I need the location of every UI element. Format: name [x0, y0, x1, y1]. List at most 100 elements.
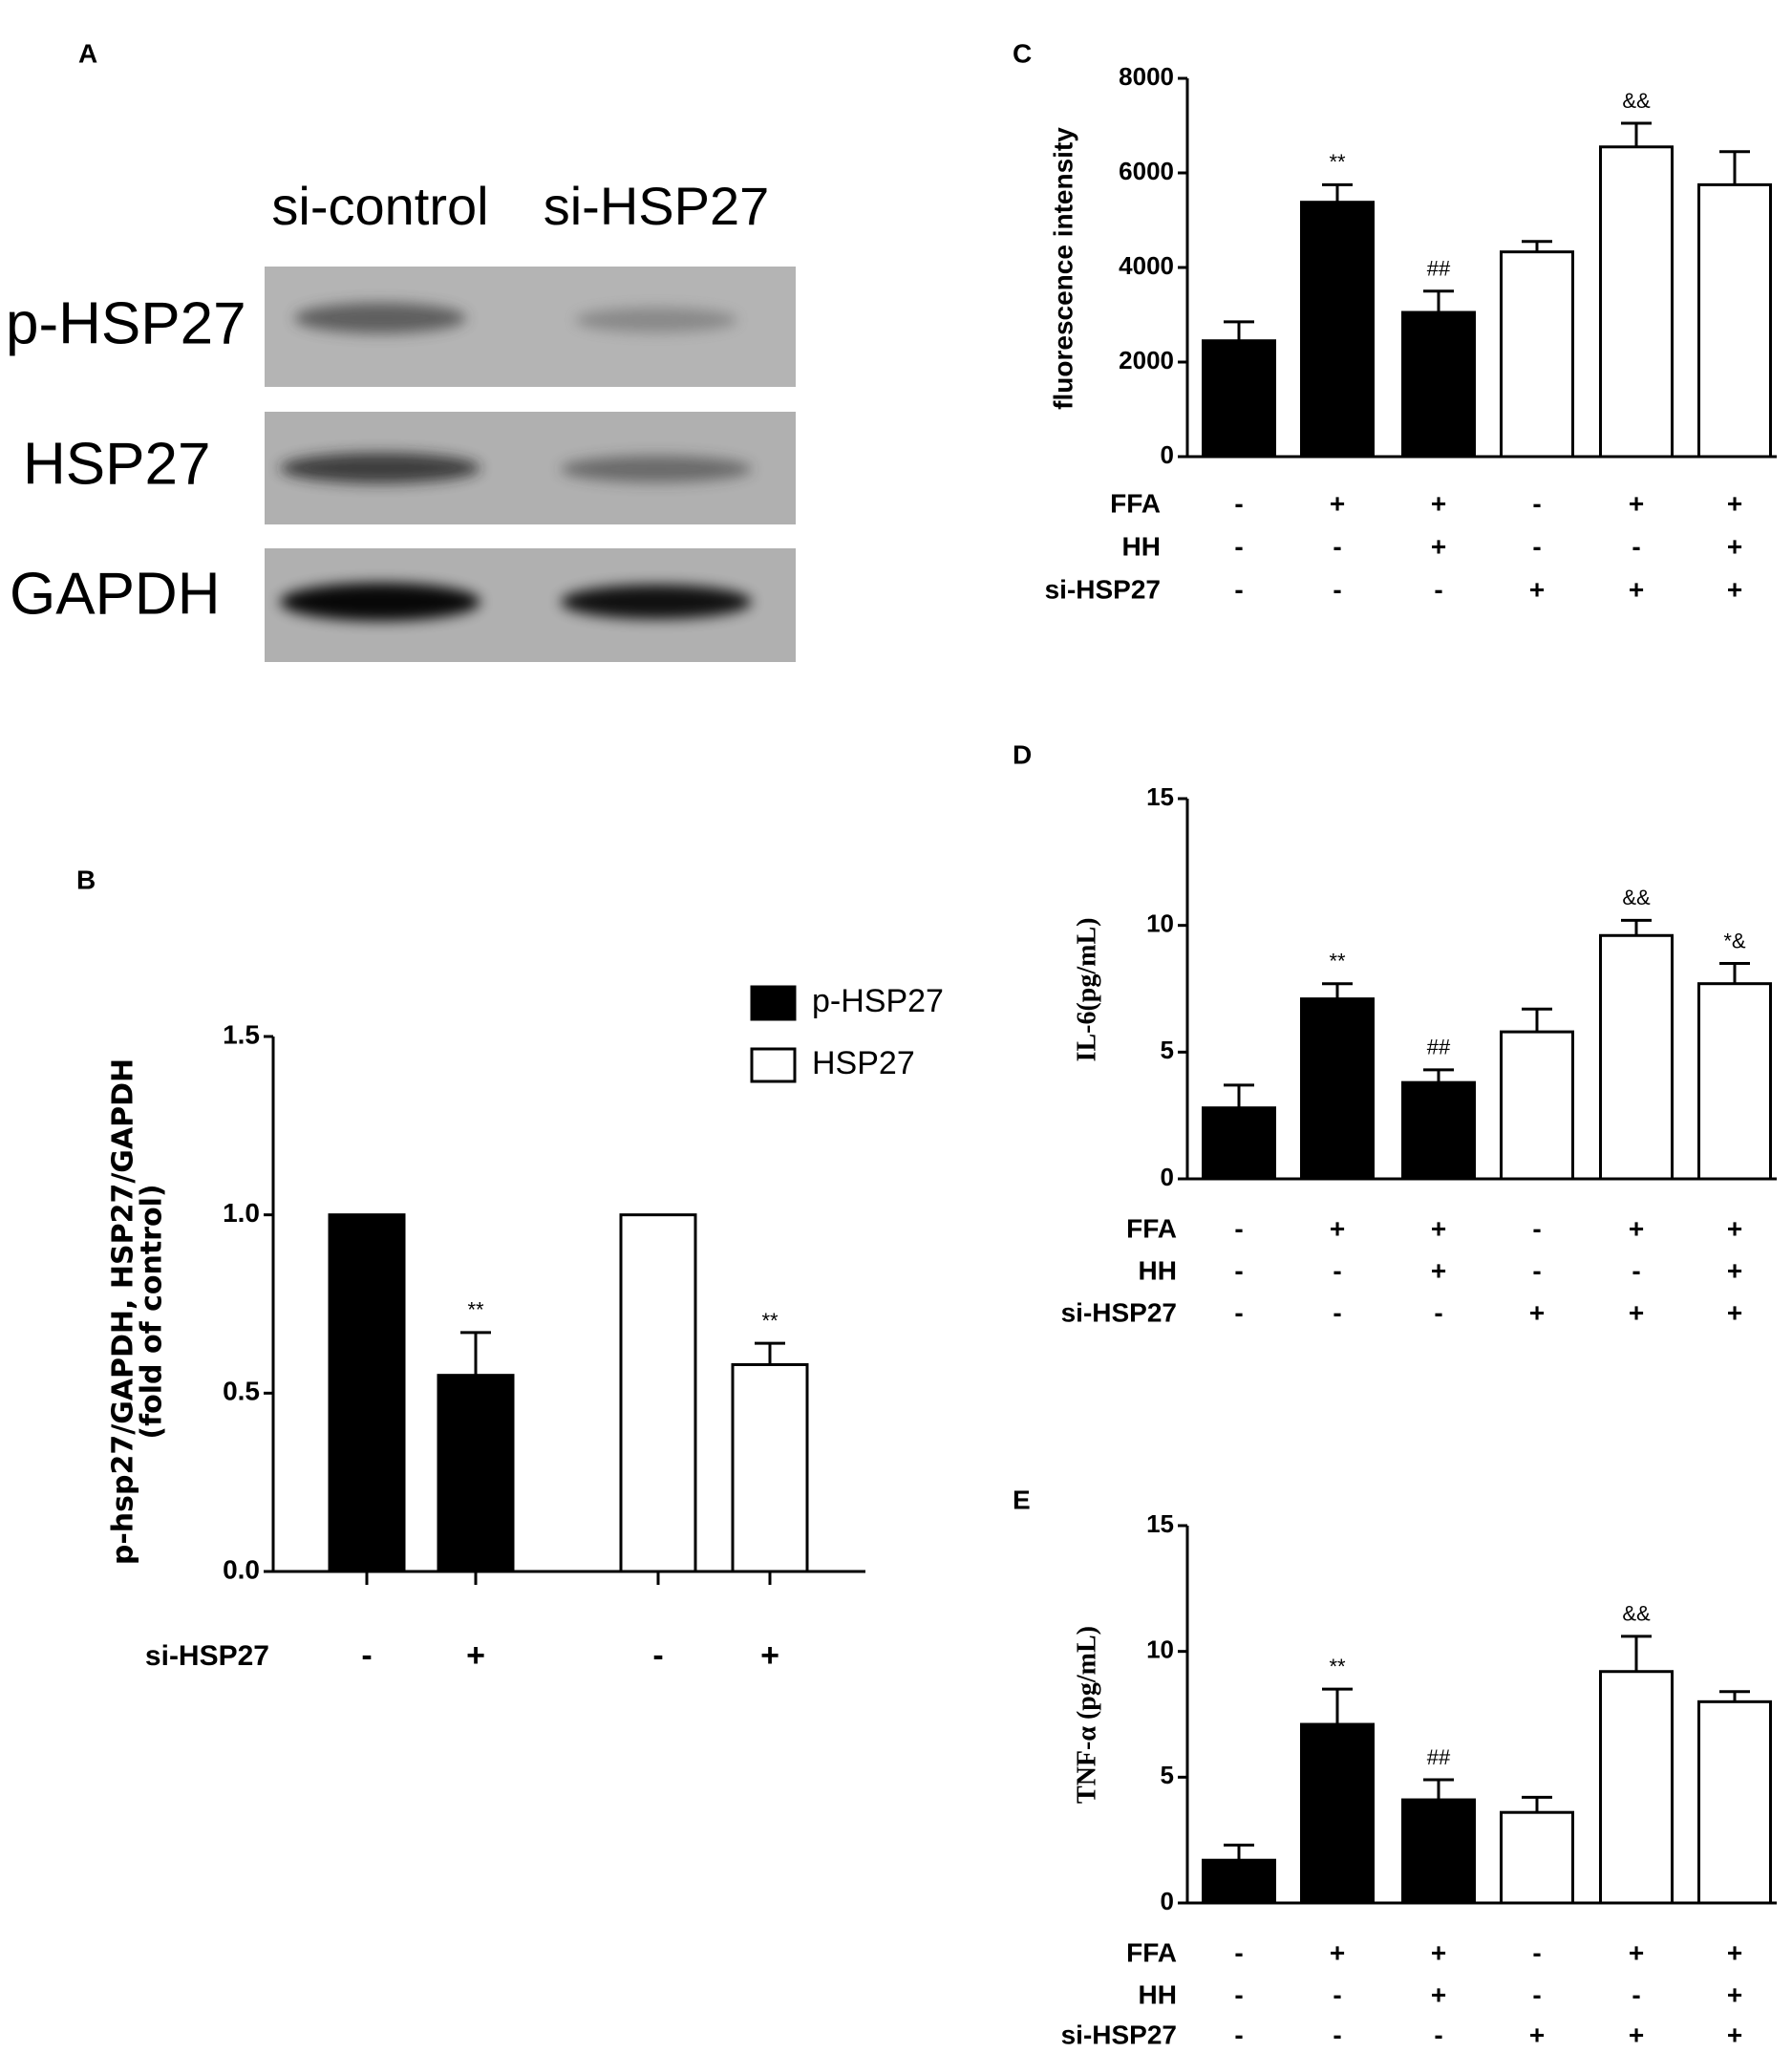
- condition-sign: -: [1532, 488, 1541, 518]
- significance-label: **: [467, 1298, 484, 1322]
- y-tick-label: 1.5: [223, 1019, 260, 1049]
- row-label: HSP27: [23, 431, 210, 497]
- bar: [437, 1374, 515, 1573]
- condition-sign: -: [1632, 1255, 1640, 1285]
- condition-sign: -: [652, 1637, 663, 1674]
- condition-sign: +: [1727, 1297, 1742, 1327]
- bar: [619, 1213, 697, 1573]
- error-bar: [1522, 1007, 1552, 1033]
- condition-sign: +: [466, 1637, 485, 1674]
- condition-sign: -: [1234, 488, 1243, 518]
- y-tick-label: 6000: [1119, 157, 1174, 185]
- condition-name: FFA: [1126, 1937, 1177, 1967]
- condition-name: HH: [1139, 1979, 1177, 2009]
- condition-sign: -: [1434, 1297, 1442, 1327]
- condition-sign: +: [1629, 1297, 1644, 1327]
- condition-sign: +: [1431, 531, 1446, 561]
- legend-swatch: [750, 1047, 797, 1083]
- condition-sign: +: [1727, 1937, 1742, 1967]
- condition-sign: +: [1529, 1297, 1545, 1327]
- condition-sign: +: [1727, 1979, 1742, 2009]
- error-bar: [1621, 918, 1652, 936]
- y-axis-label: IL-6(pg/mL): [1072, 918, 1101, 1062]
- bar: [1300, 201, 1375, 459]
- condition-sign: -: [1234, 574, 1243, 604]
- condition-sign: -: [1333, 1979, 1341, 2009]
- error-bar: [1719, 1690, 1750, 1702]
- condition-sign: +: [1629, 1213, 1644, 1243]
- condition-sign: +: [1629, 574, 1644, 604]
- condition-sign: +: [1629, 1937, 1644, 1967]
- row-label: GAPDH: [10, 561, 220, 627]
- condition-sign: +: [1529, 2020, 1545, 2049]
- significance-label: ##: [1427, 1745, 1451, 1769]
- condition-sign: +: [1431, 1255, 1446, 1285]
- error-bar: [1224, 1083, 1254, 1108]
- condition-sign: +: [1629, 488, 1644, 518]
- condition-name: si-HSP27: [1061, 1297, 1177, 1327]
- panel-label: A: [78, 38, 97, 68]
- condition-sign: +: [1431, 1979, 1446, 2009]
- blot-strip: [265, 412, 796, 524]
- significance-label: &&: [1622, 89, 1651, 113]
- error-bar: [1522, 1795, 1552, 1813]
- bar: [1401, 1798, 1476, 1905]
- bar: [1202, 1106, 1276, 1181]
- error-bar: [460, 1331, 491, 1376]
- bar: [731, 1362, 809, 1573]
- bar: [1599, 933, 1674, 1181]
- condition-sign: -: [1532, 1979, 1541, 2009]
- condition-sign: +: [1529, 574, 1545, 604]
- condition-sign: -: [1434, 2020, 1442, 2049]
- condition-sign: -: [1532, 1255, 1541, 1285]
- error-bar: [1224, 320, 1254, 341]
- condition-sign: +: [1431, 1213, 1446, 1243]
- error-bar: [1322, 982, 1353, 999]
- y-tick-label: 0.5: [223, 1377, 260, 1406]
- error-bar: [1322, 1687, 1353, 1725]
- condition-sign: +: [1431, 1937, 1446, 1967]
- significance-label: **: [1329, 950, 1346, 973]
- error-bar: [1621, 1635, 1652, 1672]
- bar: [328, 1213, 406, 1573]
- condition-sign: -: [1234, 531, 1243, 561]
- condition-name: HH: [1139, 1255, 1177, 1285]
- y-axis-label: (fold of control): [136, 1184, 169, 1439]
- significance-label: **: [1329, 1655, 1346, 1678]
- condition-sign: +: [1727, 2020, 1742, 2049]
- blot-strip: [265, 548, 796, 662]
- condition-sign: -: [1234, 1213, 1243, 1243]
- condition-sign: +: [1727, 574, 1742, 604]
- bar: [1500, 250, 1574, 459]
- bar: [1697, 182, 1772, 459]
- legend-label: HSP27: [812, 1045, 915, 1081]
- y-tick-label: 0: [1161, 1163, 1174, 1191]
- panel-label: E: [1013, 1485, 1031, 1514]
- significance-label: ##: [1427, 257, 1451, 281]
- legend-swatch: [750, 985, 797, 1021]
- condition-sign: -: [1234, 1937, 1243, 1967]
- y-tick-label: 15: [1146, 1509, 1174, 1538]
- condition-name: HH: [1122, 531, 1161, 561]
- significance-label: **: [761, 1309, 779, 1333]
- condition-name: si-HSP27: [1061, 2020, 1177, 2049]
- condition-sign: -: [1632, 1979, 1640, 2009]
- condition-sign: +: [1330, 1213, 1345, 1243]
- error-bar: [1423, 1068, 1454, 1083]
- bar: [1697, 1699, 1772, 1905]
- condition-sign: +: [1330, 488, 1345, 518]
- lane-label: si-control: [271, 176, 488, 236]
- condition-sign: -: [361, 1637, 372, 1674]
- condition-sign: -: [1333, 531, 1341, 561]
- error-bar: [1423, 289, 1454, 313]
- y-axis-label: p-hsp27/GAPDH, HSP27/GAPDH: [107, 1058, 140, 1565]
- y-tick-label: 2000: [1119, 346, 1174, 374]
- legend-label: p-HSP27: [812, 983, 944, 1019]
- error-bar: [1322, 182, 1353, 203]
- row-label: p-HSP27: [6, 290, 246, 356]
- y-tick-label: 0: [1161, 1887, 1174, 1915]
- bar: [1500, 1810, 1574, 1905]
- condition-sign: +: [1727, 1255, 1742, 1285]
- significance-label: *&: [1723, 929, 1746, 952]
